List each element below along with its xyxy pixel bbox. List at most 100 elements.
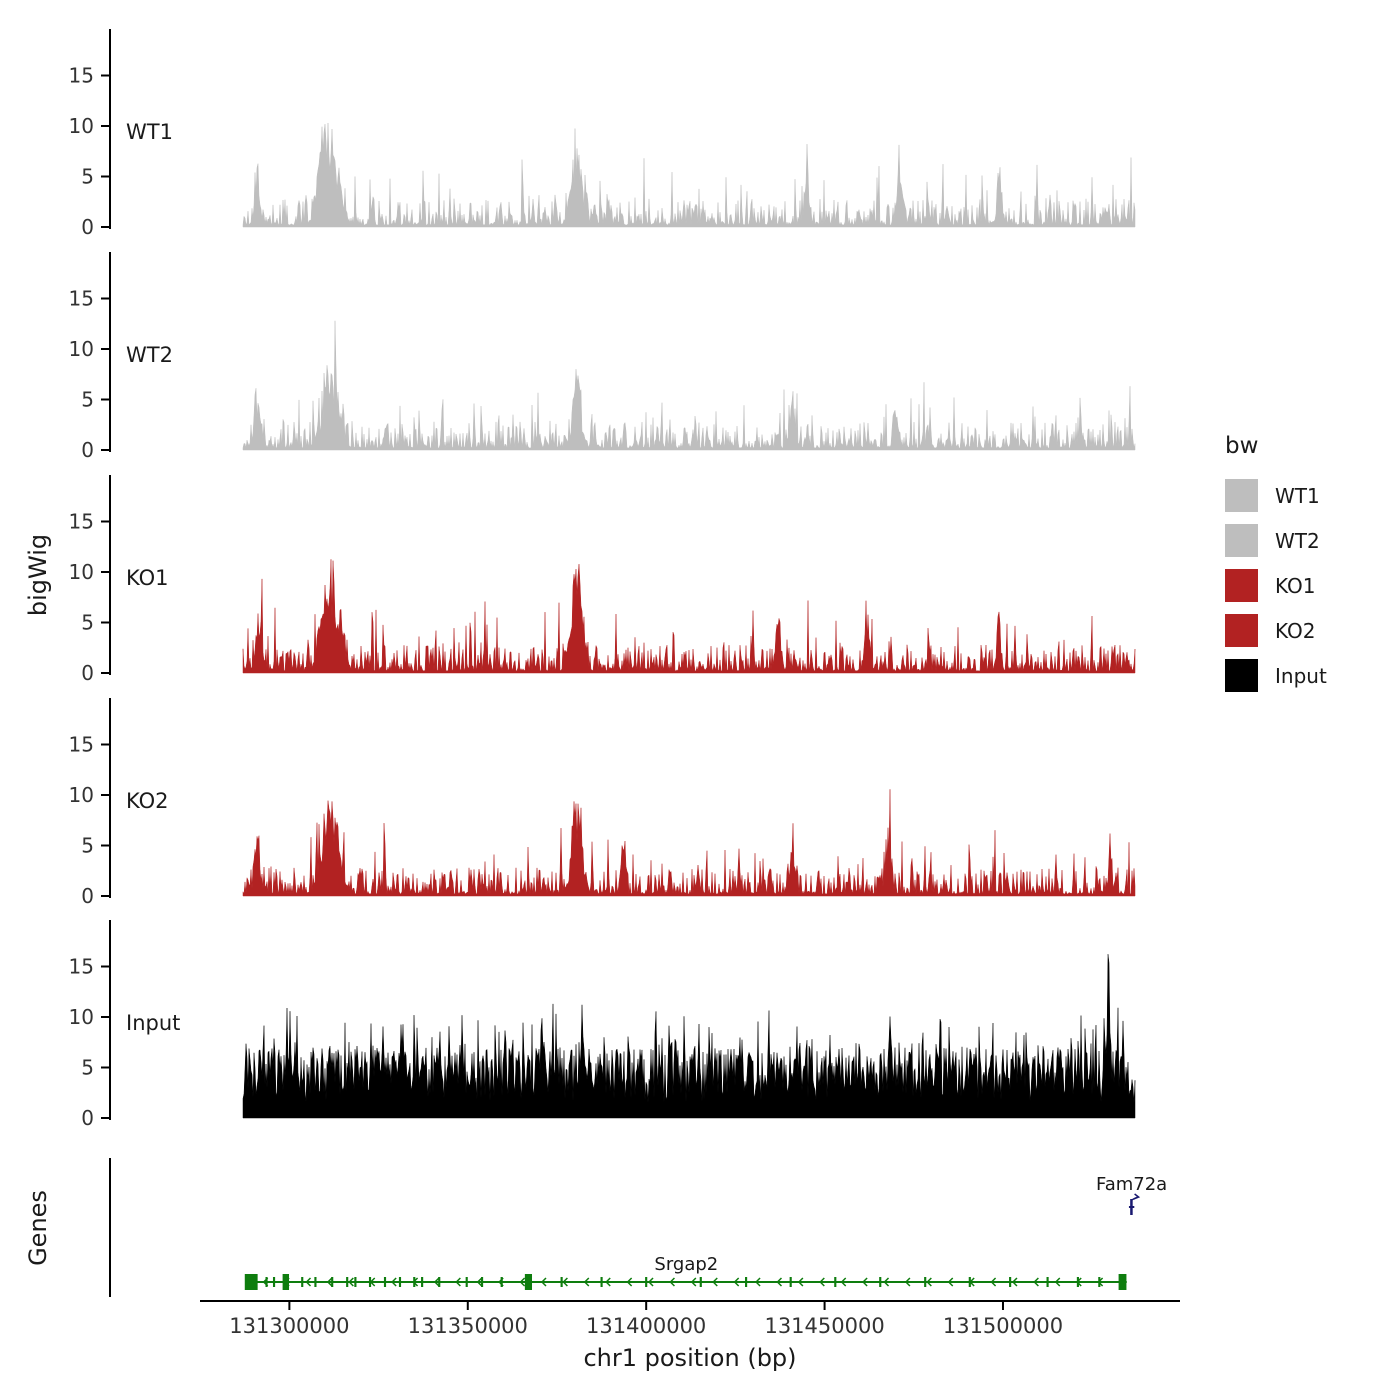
legend-swatch-ko2 [1225, 614, 1258, 647]
y-tick-label-wt1-0: 0 [81, 215, 94, 239]
gene-strand-arrow-srgap2 [819, 1277, 825, 1287]
y-tick-label-ko2-15: 15 [69, 733, 94, 757]
gene-exon-srgap2 [524, 1274, 533, 1290]
gene-strand-arrow-srgap2 [904, 1277, 911, 1287]
gene-exon-srgap2 [354, 1277, 357, 1287]
gene-exon-srgap2 [1009, 1277, 1012, 1287]
gene-strand-arrow-srgap2 [797, 1277, 804, 1287]
signal-area-input [242, 954, 1136, 1119]
gene-strand-arrow-srgap2 [391, 1277, 397, 1287]
y-tick-label-wt1-5: 5 [81, 165, 94, 189]
signal-area-ko2 [242, 789, 1136, 897]
gene-exon-srgap2 [480, 1277, 484, 1287]
y-tick-label-ko1-0: 0 [81, 661, 94, 685]
gene-label-fam72a: Fam72a [1096, 1174, 1167, 1195]
gene-strand-arrow-srgap2 [1011, 1277, 1018, 1287]
y-tick-label-ko1-5: 5 [81, 611, 94, 635]
gene-exon-srgap2 [745, 1277, 748, 1287]
gene-strand-arrow-srgap2 [755, 1277, 761, 1287]
legend: bw WT1 WT2 KO1 KO2 Input [1225, 433, 1327, 698]
gene-exon-srgap2 [465, 1277, 468, 1287]
y-tick-label-wt2-5: 5 [81, 388, 94, 412]
signal-area-wt2 [242, 320, 1136, 451]
gene-strand-arrow-srgap2 [433, 1277, 440, 1287]
y-tick-label-wt2-15: 15 [69, 287, 94, 311]
gene-exon-fam72a [1130, 1199, 1133, 1215]
legend-item-wt2: WT2 [1225, 518, 1327, 563]
gene-exon-srgap2 [968, 1277, 971, 1287]
gene-exon-srgap2 [421, 1277, 424, 1287]
x-tick-label-131450000: 131450000 [764, 1314, 884, 1338]
y-axis-title: bigWig [24, 533, 52, 617]
track-label-ko2: KO2 [126, 789, 169, 813]
gene-exon-srgap2 [282, 1274, 290, 1290]
x-tick-label-131400000: 131400000 [586, 1314, 706, 1338]
legend-label-wt1: WT1 [1275, 483, 1320, 508]
legend-label-ko1: KO1 [1275, 573, 1316, 598]
gene-strand-arrow-srgap2 [926, 1277, 932, 1287]
x-axis-title: chr1 position (bp) [583, 1344, 797, 1372]
legend-label-wt2: WT2 [1275, 528, 1320, 553]
gene-exon-srgap2 [600, 1277, 603, 1287]
gene-exon-srgap2 [1076, 1277, 1079, 1287]
gene-exon-srgap2 [699, 1277, 702, 1287]
track-label-input: Input [126, 1011, 180, 1035]
legend-swatch-input [1225, 659, 1258, 692]
gene-strand-arrow-srgap2 [883, 1277, 890, 1287]
gene-strand-arrow-srgap2 [733, 1277, 740, 1287]
track-label-wt1: WT1 [126, 120, 173, 144]
gene-label-srgap2: Srgap2 [654, 1254, 718, 1275]
y-tick-label-ko2-0: 0 [81, 884, 94, 908]
gene-strand-arrow-srgap2 [1033, 1277, 1039, 1287]
gene-strand-arrow-srgap2 [605, 1277, 611, 1287]
y-tick-label-wt2-0: 0 [81, 438, 94, 462]
gene-strand-arrow-srgap2 [305, 1277, 312, 1287]
y-tick-label-wt1-15: 15 [69, 64, 94, 88]
legend-swatch-wt2 [1225, 524, 1258, 557]
y-tick-label-ko2-5: 5 [81, 834, 94, 858]
y-tick-label-input-0: 0 [81, 1106, 94, 1130]
legend-item-input: Input [1225, 653, 1327, 698]
gene-exon-srgap2 [500, 1277, 503, 1287]
gene-exon-srgap2 [383, 1277, 387, 1287]
y-tick-label-wt2-10: 10 [69, 337, 94, 361]
gene-strand-arrow-srgap2 [990, 1277, 997, 1287]
gene-strand-arrow-srgap2 [562, 1277, 568, 1287]
y-tick-label-input-15: 15 [69, 955, 94, 979]
gene-exon-srgap2 [368, 1277, 372, 1287]
x-tick-label-131350000: 131350000 [408, 1314, 528, 1338]
gene-strand-arrow-srgap2 [626, 1277, 633, 1287]
signal-area-ko1 [242, 559, 1136, 674]
legend-swatch-ko1 [1225, 569, 1258, 602]
signal-area-wt1 [242, 122, 1136, 228]
gene-exon-srgap2 [834, 1277, 837, 1287]
track-label-ko1: KO1 [126, 566, 169, 590]
gene-strand-arrow-srgap2 [947, 1277, 954, 1287]
gene-strand-arrow-srgap2 [540, 1277, 547, 1287]
gene-strand-arrow-srgap2 [776, 1277, 783, 1287]
track-label-wt2: WT2 [126, 343, 173, 367]
gene-exon-srgap2 [413, 1277, 416, 1287]
y-tick-label-input-5: 5 [81, 1056, 94, 1080]
legend-title: bw [1225, 433, 1259, 459]
legend-item-ko1: KO1 [1225, 563, 1327, 608]
gene-exon-srgap2 [301, 1277, 304, 1287]
gene-strand-arrow-srgap2 [476, 1277, 483, 1287]
x-tick-label-131500000: 131500000 [943, 1314, 1063, 1338]
gene-strand-arrow-srgap2 [519, 1277, 526, 1287]
gene-strand-arrow-srgap2 [647, 1277, 654, 1287]
gene-exon-srgap2 [265, 1277, 268, 1287]
legend-label-ko2: KO2 [1275, 618, 1316, 643]
y-tick-label-input-10: 10 [69, 1005, 94, 1029]
gene-exon-srgap2 [1046, 1277, 1049, 1287]
gene-strand-arrow-srgap2 [1054, 1277, 1061, 1287]
y-tick-label-wt1-10: 10 [69, 114, 94, 138]
y-tick-label-ko2-10: 10 [69, 783, 94, 807]
gene-exon-srgap2 [560, 1277, 563, 1287]
gene-strand-arrow-fam72a [1133, 1193, 1141, 1200]
legend-item-wt1: WT1 [1225, 473, 1327, 518]
legend-swatch-wt1 [1225, 479, 1258, 512]
x-tick-label-131300000: 131300000 [229, 1314, 349, 1338]
